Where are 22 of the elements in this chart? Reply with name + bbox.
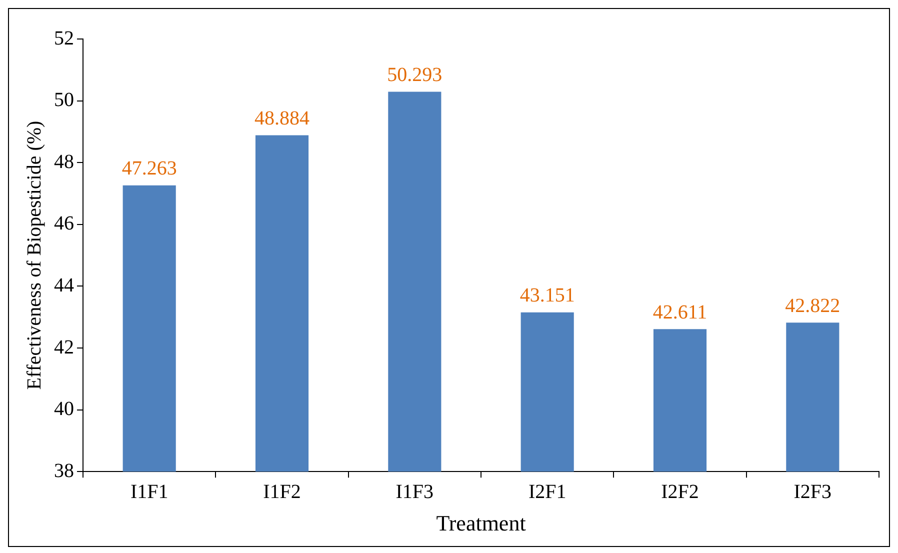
x-tick-label: I1F2	[263, 480, 301, 503]
y-tick-label: 44	[54, 274, 74, 296]
x-tick-label: I1F1	[130, 480, 168, 503]
data-label: 42.822	[785, 294, 840, 317]
y-tick-label: 46	[54, 212, 74, 235]
data-label: 42.611	[652, 301, 708, 324]
y-tick-label: 50	[54, 89, 74, 112]
y-tick-label: 42	[54, 336, 74, 358]
x-tick-label: I2F2	[661, 480, 699, 503]
x-tick-label: I1F3	[396, 480, 434, 503]
data-label: 48.884	[254, 108, 310, 130]
y-tick-label: 40	[54, 398, 74, 420]
x-tick-label: I2F1	[528, 480, 566, 503]
data-label: 43.151	[520, 284, 575, 307]
data-label: 47.263	[122, 158, 177, 180]
y-tick-label: 52	[54, 27, 74, 50]
y-axis-title: Effectiveness of Biopesticide (%)	[23, 120, 46, 390]
data-label: 50.293	[387, 64, 442, 86]
y-tick-label: 38	[54, 460, 74, 482]
x-tick-label: I2F3	[794, 480, 832, 503]
x-axis-title: Treatment	[436, 510, 526, 536]
y-tick-label: 48	[54, 150, 74, 173]
